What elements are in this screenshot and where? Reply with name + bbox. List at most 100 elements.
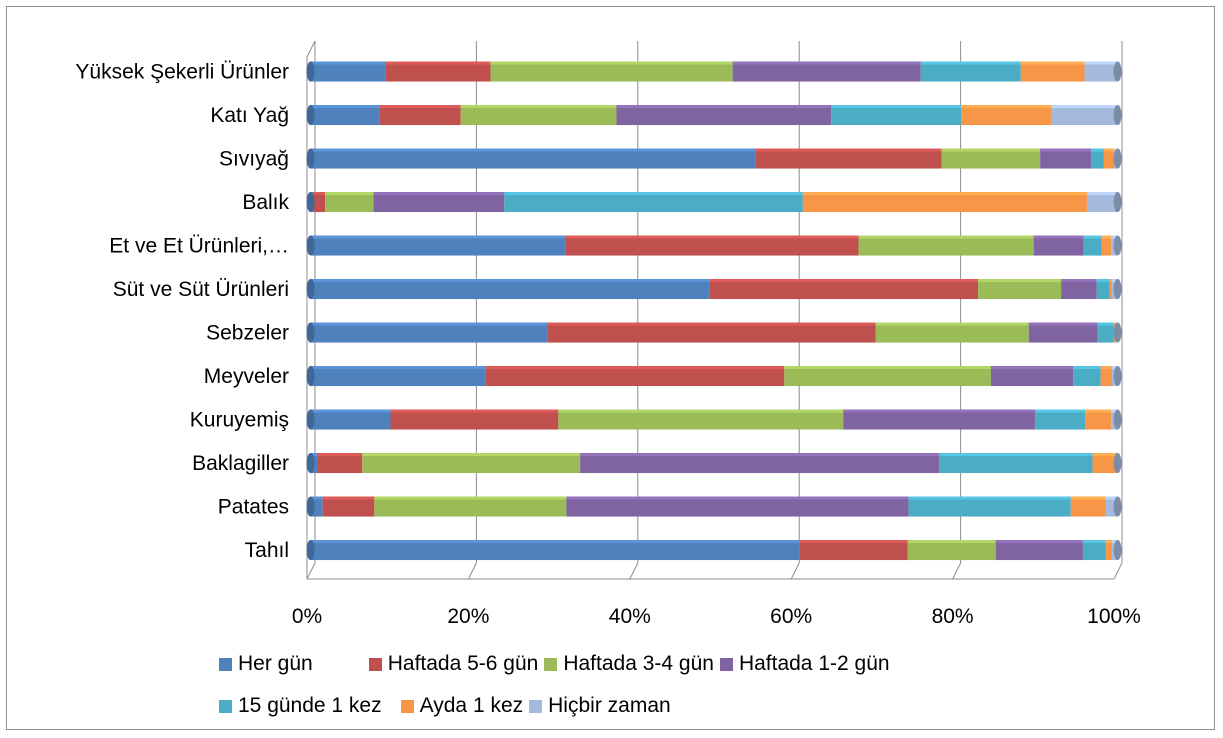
bar-segment-highlight xyxy=(310,322,548,326)
x-tick-label: 100% xyxy=(1087,605,1141,628)
floor-gridline xyxy=(1113,562,1123,580)
bar-segment-highlight xyxy=(310,148,756,152)
bar-segment xyxy=(858,235,1034,256)
floor-gridline xyxy=(467,562,477,580)
bar-segment xyxy=(784,366,991,387)
bar-segment-highlight xyxy=(961,105,1052,109)
bar-segment-highlight xyxy=(1100,366,1112,370)
bar-start-cap xyxy=(306,235,315,256)
bar-segment-highlight xyxy=(1084,61,1118,65)
bar-segment-highlight xyxy=(325,192,374,196)
bar-segment-highlight xyxy=(310,453,318,457)
bar-segment-highlight xyxy=(709,279,978,283)
bar-segment-highlight xyxy=(1040,148,1091,152)
bar-end-cap xyxy=(1113,453,1122,474)
legend-swatch xyxy=(544,657,558,671)
bar-segment xyxy=(313,192,326,213)
bar-segment-highlight xyxy=(310,409,391,413)
legend-label: Her gün xyxy=(238,652,313,675)
bar-segment xyxy=(322,496,375,517)
legend-label: Haftada 5-6 gün xyxy=(387,652,539,675)
bar-segment-highlight xyxy=(831,105,962,109)
bar-segment-highlight xyxy=(1111,540,1118,544)
legend-swatch xyxy=(529,699,543,713)
bar-segment-highlight xyxy=(310,61,386,65)
bar-segment-highlight xyxy=(977,279,1062,283)
bar-start-cap xyxy=(306,496,315,517)
bar-segment xyxy=(755,148,942,169)
bar-segment xyxy=(799,540,908,561)
bar-segment-highlight xyxy=(920,61,1021,65)
bar-segment xyxy=(490,61,733,82)
bar-segment xyxy=(1020,61,1085,82)
bar-segment-highlight xyxy=(1028,322,1098,326)
category-label: Et ve Et Ürünleri,… xyxy=(109,235,289,258)
axis-wall-top xyxy=(306,40,316,58)
category-label: Katı Yağ xyxy=(210,104,289,127)
legend-swatch xyxy=(219,657,232,671)
bar-segment-highlight xyxy=(875,322,1029,326)
bar-segment-highlight xyxy=(547,322,876,326)
bar-segment xyxy=(566,496,909,517)
bar-segment xyxy=(907,540,996,561)
bar-segment xyxy=(802,192,1087,213)
bar-segment-highlight xyxy=(755,148,942,152)
category-label: Patates xyxy=(218,496,289,519)
bar-segment xyxy=(390,409,559,430)
category-label: Yüksek Şekerli Ürünler xyxy=(75,61,289,84)
bar-segment-highlight xyxy=(566,496,909,500)
bar-segment xyxy=(939,453,1093,474)
legend-label: Hiçbir zaman xyxy=(548,694,671,717)
bar-segment-highlight xyxy=(1033,235,1084,239)
bar-segment-highlight xyxy=(1109,279,1112,283)
bar-segment-highlight xyxy=(310,366,486,370)
bar-segment-highlight xyxy=(784,366,991,370)
bar-end-cap xyxy=(1113,148,1122,169)
legend-item: Hiçbir zaman xyxy=(529,694,671,718)
x-tick-label: 0% xyxy=(292,605,322,628)
bar-segment-highlight xyxy=(1111,279,1118,283)
bar-segment-highlight xyxy=(802,192,1087,196)
floor-gridline xyxy=(629,562,639,580)
bar-segment-highlight xyxy=(310,279,710,283)
category-label: Tahıl xyxy=(245,539,289,562)
bar-end-cap xyxy=(1113,192,1122,213)
legend-item: Haftada 5-6 gün xyxy=(368,652,539,676)
bar-segment xyxy=(1090,148,1104,169)
stacked-bar-chart: 0% 20% 40% 60% 80% 100% Yüksek Şekerli Ürünler… xyxy=(75,40,1141,628)
bar-segment xyxy=(1097,322,1114,343)
bar-segment xyxy=(1082,540,1106,561)
bar-segment xyxy=(1105,540,1112,561)
bar-segment-highlight xyxy=(1103,148,1115,152)
legend-label: Haftada 1-2 gün xyxy=(738,652,890,675)
category-label: Meyveler xyxy=(204,365,289,388)
bar-end-cap xyxy=(1113,540,1122,561)
bar-segment xyxy=(485,366,785,387)
bar-end-cap xyxy=(1113,496,1122,517)
bar-segment-highlight xyxy=(485,366,785,370)
x-tick-label: 20% xyxy=(447,605,489,628)
bar-segment-highlight xyxy=(908,496,1071,500)
bar-segment-highlight xyxy=(616,105,832,109)
bar-segment xyxy=(908,496,1071,517)
bar-segment-highlight xyxy=(317,453,363,457)
bar-segment-highlight xyxy=(990,366,1074,370)
legend-label: Ayda 1 kez xyxy=(419,694,524,717)
bar-start-cap xyxy=(306,453,315,474)
bar-segment xyxy=(977,279,1062,300)
bar-segment-highlight xyxy=(1113,322,1116,326)
legend-item: 15 günde 1 kez xyxy=(219,694,382,718)
bar-end-cap xyxy=(1113,61,1122,82)
floor-gridline xyxy=(306,562,316,580)
bar-segment-highlight xyxy=(1090,148,1104,152)
bar-segment xyxy=(310,105,380,126)
bar-segment xyxy=(961,105,1052,126)
bar-segment xyxy=(875,322,1029,343)
bar-start-cap xyxy=(306,148,315,169)
bar-segment xyxy=(504,192,803,213)
bar-segment-highlight xyxy=(1105,496,1118,500)
bar-segment-highlight xyxy=(379,105,461,109)
x-tick-label: 40% xyxy=(609,605,651,628)
bar-segment-highlight xyxy=(1082,540,1106,544)
bar-segment xyxy=(565,235,859,256)
